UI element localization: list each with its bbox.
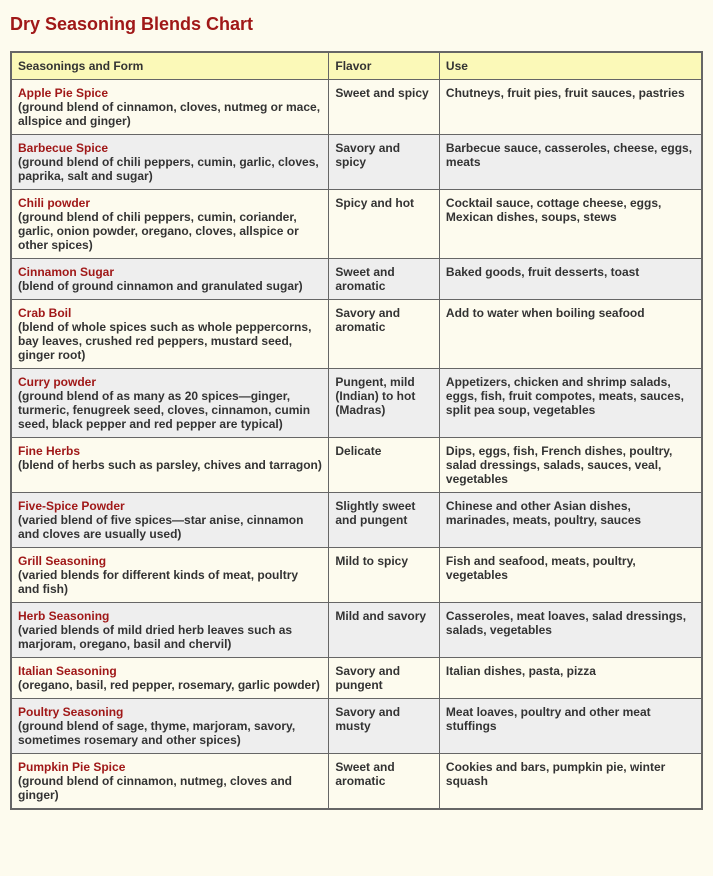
- table-row: Five-Spice Powder(varied blend of five s…: [11, 493, 702, 548]
- seasoning-name: Grill Seasoning: [18, 554, 106, 568]
- col-header-use: Use: [439, 52, 702, 80]
- seasoning-form: (ground blend of as many as 20 spices—gi…: [18, 389, 310, 431]
- cell-seasoning: Chili powder(ground blend of chili peppe…: [11, 190, 329, 259]
- seasoning-form: (oregano, basil, red pepper, rosemary, g…: [18, 678, 320, 692]
- cell-use: Fish and seafood, meats, poultry, vegeta…: [439, 548, 702, 603]
- cell-seasoning: Poultry Seasoning(ground blend of sage, …: [11, 699, 329, 754]
- cell-seasoning: Barbecue Spice(ground blend of chili pep…: [11, 135, 329, 190]
- seasoning-name: Cinnamon Sugar: [18, 265, 114, 279]
- table-row: Grill Seasoning(varied blends for differ…: [11, 548, 702, 603]
- cell-flavor: Savory and musty: [329, 699, 440, 754]
- cell-use: Cocktail sauce, cottage cheese, eggs, Me…: [439, 190, 702, 259]
- seasoning-name: Pumpkin Pie Spice: [18, 760, 125, 774]
- table-row: Curry powder(ground blend of as many as …: [11, 369, 702, 438]
- cell-seasoning: Grill Seasoning(varied blends for differ…: [11, 548, 329, 603]
- cell-flavor: Savory and spicy: [329, 135, 440, 190]
- seasoning-form: (ground blend of cinnamon, cloves, nutme…: [18, 100, 320, 128]
- table-row: Barbecue Spice(ground blend of chili pep…: [11, 135, 702, 190]
- cell-use: Casseroles, meat loaves, salad dressings…: [439, 603, 702, 658]
- seasoning-form: (blend of whole spices such as whole pep…: [18, 320, 311, 362]
- cell-seasoning: Italian Seasoning(oregano, basil, red pe…: [11, 658, 329, 699]
- seasoning-form: (ground blend of chili peppers, cumin, c…: [18, 210, 299, 252]
- cell-flavor: Slightly sweet and pungent: [329, 493, 440, 548]
- seasoning-table: Seasonings and Form Flavor Use Apple Pie…: [10, 51, 703, 810]
- seasoning-form: (blend of ground cinnamon and granulated…: [18, 279, 303, 293]
- col-header-flavor: Flavor: [329, 52, 440, 80]
- table-row: Chili powder(ground blend of chili peppe…: [11, 190, 702, 259]
- cell-flavor: Pungent, mild (Indian) to hot (Madras): [329, 369, 440, 438]
- seasoning-form: (ground blend of cinnamon, nutmeg, clove…: [18, 774, 292, 802]
- table-row: Italian Seasoning(oregano, basil, red pe…: [11, 658, 702, 699]
- seasoning-name: Italian Seasoning: [18, 664, 117, 678]
- seasoning-form: (varied blends of mild dried herb leaves…: [18, 623, 292, 651]
- page-title: Dry Seasoning Blends Chart: [10, 14, 703, 35]
- seasoning-name: Curry powder: [18, 375, 96, 389]
- cell-use: Barbecue sauce, casseroles, cheese, eggs…: [439, 135, 702, 190]
- seasoning-name: Poultry Seasoning: [18, 705, 123, 719]
- table-row: Apple Pie Spice(ground blend of cinnamon…: [11, 80, 702, 135]
- table-row: Crab Boil(blend of whole spices such as …: [11, 300, 702, 369]
- table-header-row: Seasonings and Form Flavor Use: [11, 52, 702, 80]
- table-row: Poultry Seasoning(ground blend of sage, …: [11, 699, 702, 754]
- seasoning-name: Herb Seasoning: [18, 609, 109, 623]
- cell-flavor: Mild to spicy: [329, 548, 440, 603]
- cell-seasoning: Crab Boil(blend of whole spices such as …: [11, 300, 329, 369]
- cell-use: Italian dishes, pasta, pizza: [439, 658, 702, 699]
- seasoning-name: Barbecue Spice: [18, 141, 108, 155]
- seasoning-name: Five-Spice Powder: [18, 499, 125, 513]
- cell-seasoning: Five-Spice Powder(varied blend of five s…: [11, 493, 329, 548]
- cell-flavor: Sweet and spicy: [329, 80, 440, 135]
- table-row: Pumpkin Pie Spice(ground blend of cinnam…: [11, 754, 702, 810]
- seasoning-form: (varied blends for different kinds of me…: [18, 568, 298, 596]
- cell-use: Meat loaves, poultry and other meat stuf…: [439, 699, 702, 754]
- seasoning-form: (varied blend of five spices—star anise,…: [18, 513, 303, 541]
- col-header-seasoning: Seasonings and Form: [11, 52, 329, 80]
- table-row: Herb Seasoning(varied blends of mild dri…: [11, 603, 702, 658]
- seasoning-name: Crab Boil: [18, 306, 71, 320]
- cell-seasoning: Curry powder(ground blend of as many as …: [11, 369, 329, 438]
- cell-use: Appetizers, chicken and shrimp salads, e…: [439, 369, 702, 438]
- cell-use: Chutneys, fruit pies, fruit sauces, past…: [439, 80, 702, 135]
- table-row: Fine Herbs(blend of herbs such as parsle…: [11, 438, 702, 493]
- seasoning-name: Apple Pie Spice: [18, 86, 108, 100]
- seasoning-name: Chili powder: [18, 196, 90, 210]
- seasoning-form: (blend of herbs such as parsley, chives …: [18, 458, 322, 472]
- cell-seasoning: Cinnamon Sugar(blend of ground cinnamon …: [11, 259, 329, 300]
- cell-seasoning: Herb Seasoning(varied blends of mild dri…: [11, 603, 329, 658]
- cell-seasoning: Pumpkin Pie Spice(ground blend of cinnam…: [11, 754, 329, 810]
- seasoning-name: Fine Herbs: [18, 444, 80, 458]
- cell-flavor: Sweet and aromatic: [329, 259, 440, 300]
- seasoning-form: (ground blend of sage, thyme, marjoram, …: [18, 719, 295, 747]
- cell-flavor: Sweet and aromatic: [329, 754, 440, 810]
- cell-flavor: Spicy and hot: [329, 190, 440, 259]
- seasoning-form: (ground blend of chili peppers, cumin, g…: [18, 155, 319, 183]
- cell-use: Cookies and bars, pumpkin pie, winter sq…: [439, 754, 702, 810]
- cell-use: Baked goods, fruit desserts, toast: [439, 259, 702, 300]
- cell-seasoning: Fine Herbs(blend of herbs such as parsle…: [11, 438, 329, 493]
- cell-use: Dips, eggs, fish, French dishes, poultry…: [439, 438, 702, 493]
- cell-use: Chinese and other Asian dishes, marinade…: [439, 493, 702, 548]
- cell-flavor: Savory and pungent: [329, 658, 440, 699]
- table-row: Cinnamon Sugar(blend of ground cinnamon …: [11, 259, 702, 300]
- cell-flavor: Mild and savory: [329, 603, 440, 658]
- cell-flavor: Delicate: [329, 438, 440, 493]
- cell-flavor: Savory and aromatic: [329, 300, 440, 369]
- cell-use: Add to water when boiling seafood: [439, 300, 702, 369]
- cell-seasoning: Apple Pie Spice(ground blend of cinnamon…: [11, 80, 329, 135]
